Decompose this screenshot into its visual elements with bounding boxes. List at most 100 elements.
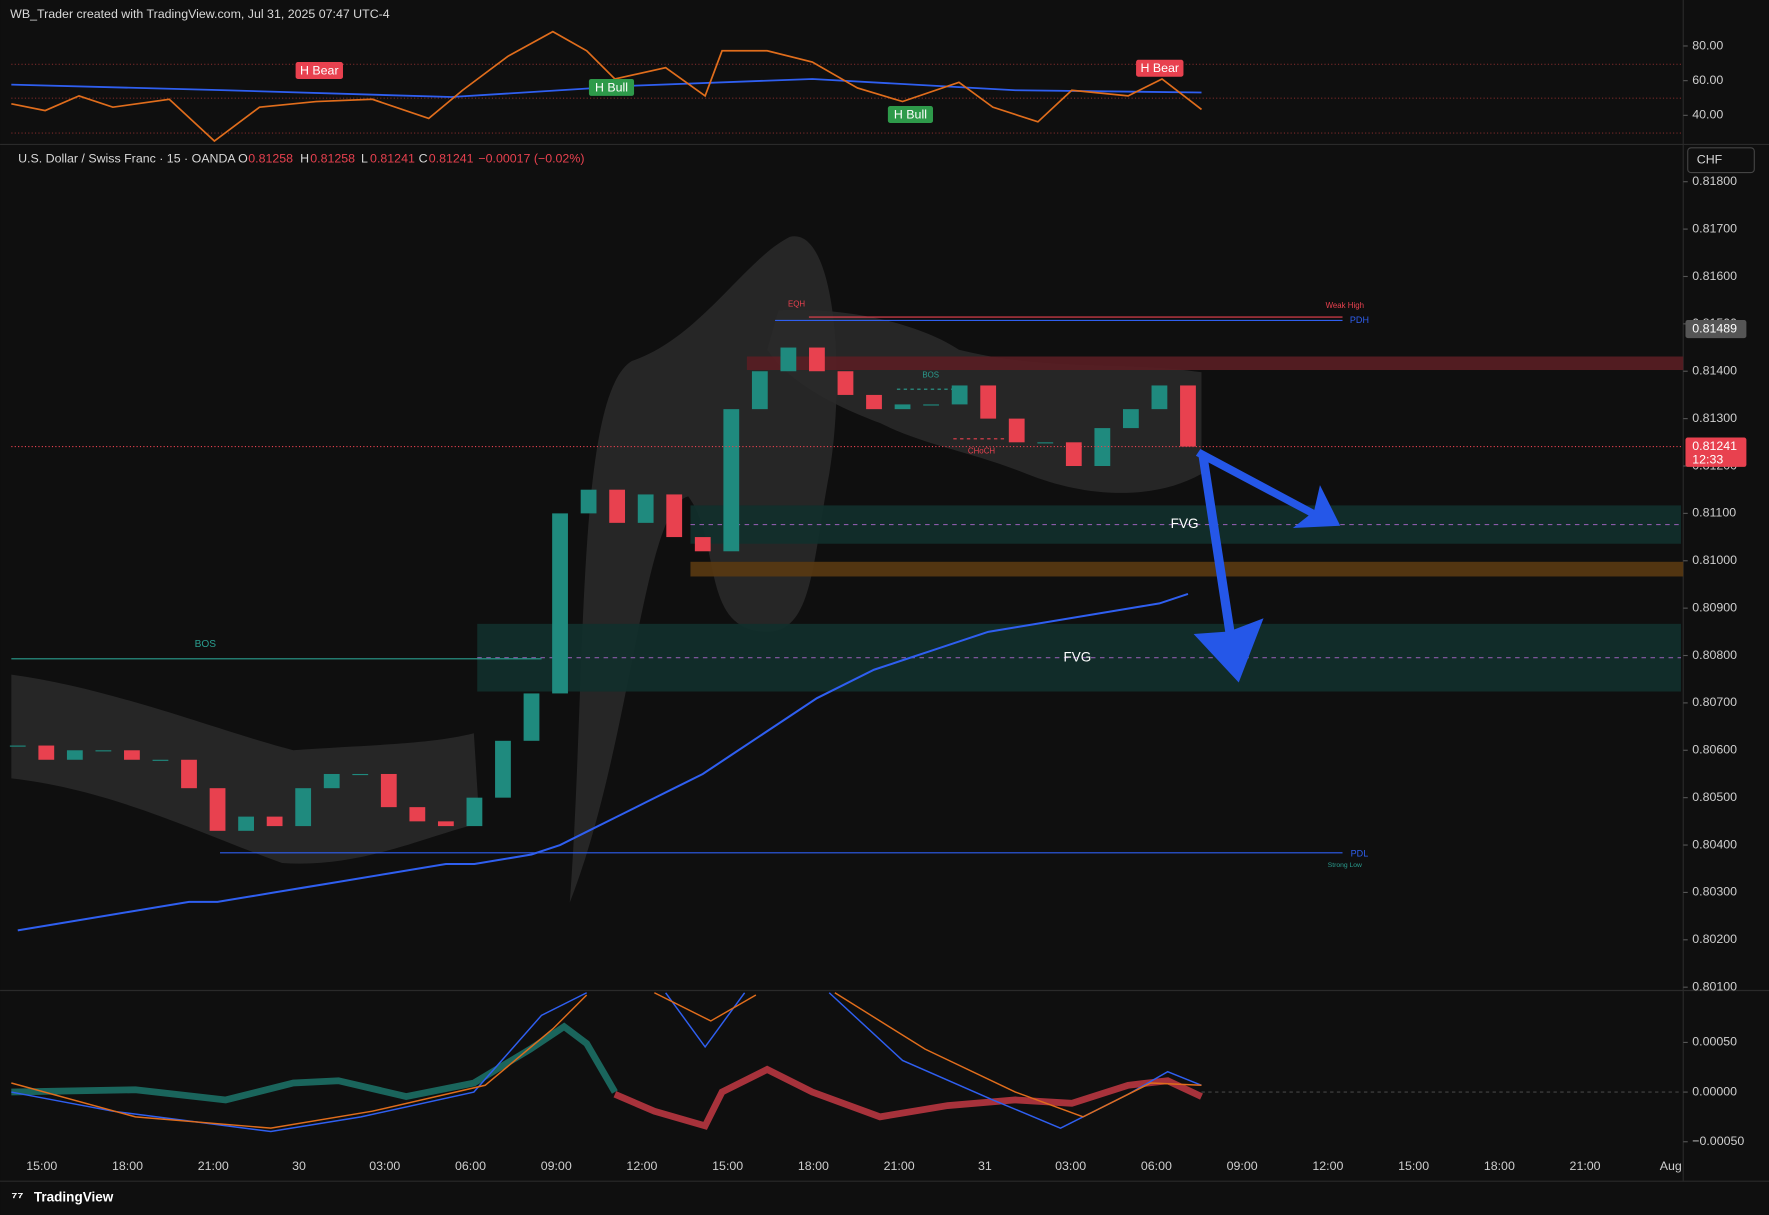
candle bbox=[38, 745, 55, 760]
ohlc-key: C bbox=[419, 151, 428, 165]
candle bbox=[380, 773, 397, 808]
x-tick-label: 21:00 bbox=[1570, 1159, 1601, 1173]
x-tick-label: 09:00 bbox=[1227, 1159, 1258, 1173]
candle bbox=[323, 773, 340, 789]
y-tick-label: 0.80900 bbox=[1692, 600, 1737, 614]
candle bbox=[409, 807, 426, 822]
x-tick-label: 03:00 bbox=[1055, 1159, 1086, 1173]
ema-line bbox=[17, 592, 1189, 932]
candle bbox=[780, 347, 797, 372]
candle bbox=[95, 750, 112, 752]
annotation: BOS bbox=[195, 639, 217, 650]
candle bbox=[495, 740, 511, 798]
price-marks bbox=[9, 347, 1196, 932]
ohlc-value: 0.81258 bbox=[310, 151, 355, 165]
credit: WB_Trader created with TradingView.com, … bbox=[10, 7, 390, 21]
symbol: U.S. Dollar / Swiss Franc · 15 · OANDA bbox=[18, 151, 236, 165]
price-box-label: 0.81489 bbox=[1692, 321, 1737, 335]
x-tick-label: 21:00 bbox=[198, 1159, 229, 1173]
x-tick-label: 31 bbox=[978, 1159, 992, 1173]
y-tick-label: 0.80700 bbox=[1692, 695, 1737, 709]
x-tick-label: 18:00 bbox=[112, 1159, 143, 1173]
y-tick-label: 0.80800 bbox=[1692, 648, 1737, 662]
price-box bbox=[1685, 437, 1747, 467]
macd-histogram bbox=[11, 1022, 618, 1104]
candle bbox=[894, 404, 911, 410]
y-tick-label: 60.00 bbox=[1692, 73, 1723, 87]
annotation: Weak High bbox=[1326, 301, 1364, 310]
y-tick-label: −0.00050 bbox=[1692, 1134, 1744, 1148]
candle bbox=[580, 489, 597, 514]
candle bbox=[866, 394, 882, 410]
x-tick-label: 15:00 bbox=[712, 1159, 743, 1173]
candle bbox=[437, 821, 454, 827]
oscillator-pane: H Bear H Bull H Bull H Bear bbox=[11, 30, 1681, 143]
ohlc-value: 0.81258 bbox=[248, 151, 293, 165]
candle bbox=[66, 750, 83, 760]
x-tick-label: 09:00 bbox=[541, 1159, 572, 1173]
ohlc-key: H bbox=[300, 151, 309, 165]
x-tick-label: 30 bbox=[292, 1159, 306, 1173]
candle bbox=[466, 797, 483, 827]
macd-histogram bbox=[613, 1065, 1203, 1130]
annotation: BOS bbox=[922, 371, 939, 380]
footer: ⁷⁷ TradingView bbox=[11, 1190, 113, 1206]
candle bbox=[1122, 409, 1139, 429]
annotation: EQH bbox=[788, 300, 805, 309]
y-tick-label: 80.00 bbox=[1692, 38, 1723, 52]
symbol-legend: U.S. Dollar / Swiss Franc · 15 · OANDA O… bbox=[18, 151, 584, 165]
candle bbox=[1037, 442, 1054, 444]
x-tick-label: 18:00 bbox=[798, 1159, 829, 1173]
badge bbox=[1136, 59, 1184, 77]
macd-pane bbox=[11, 992, 1681, 1133]
y-tick-label: 0.00050 bbox=[1692, 1035, 1737, 1049]
candle bbox=[1094, 428, 1111, 467]
countdown: 12:33 bbox=[1692, 452, 1723, 466]
arrow bbox=[1195, 448, 1341, 528]
y-tick-label: 0.80400 bbox=[1692, 837, 1737, 851]
candle bbox=[181, 759, 197, 789]
candle bbox=[694, 537, 711, 552]
candle bbox=[152, 759, 169, 761]
badge bbox=[887, 106, 934, 123]
ohlc-key: O bbox=[238, 151, 248, 165]
x-tick-label: 03:00 bbox=[369, 1159, 400, 1173]
signal-line bbox=[11, 992, 1202, 1129]
badge-label: H Bear bbox=[300, 63, 339, 77]
badge-label: H Bull bbox=[894, 107, 927, 121]
x-tick-label: 12:00 bbox=[1312, 1159, 1343, 1173]
candle bbox=[837, 371, 854, 395]
volatility-band bbox=[11, 674, 480, 864]
annotation: FVG bbox=[1171, 516, 1199, 531]
candle bbox=[951, 385, 968, 405]
x-tick-label: 15:00 bbox=[1398, 1159, 1429, 1173]
currency-button[interactable] bbox=[1687, 147, 1755, 174]
candle bbox=[809, 347, 825, 372]
annotation: CHoCH bbox=[968, 446, 995, 455]
y-tick-label: 0.80200 bbox=[1692, 932, 1737, 946]
candle bbox=[1008, 418, 1025, 443]
badge-label: H Bear bbox=[1140, 61, 1179, 75]
brand: TradingView bbox=[34, 1190, 114, 1205]
volatility-band bbox=[569, 236, 837, 903]
price-box-label: 0.81241 bbox=[1692, 439, 1737, 453]
annotation: PDL bbox=[1351, 848, 1369, 858]
y-tick-label: 0.81700 bbox=[1692, 221, 1737, 235]
annotation: FVG bbox=[1064, 649, 1092, 664]
y-tick-label: 40.00 bbox=[1692, 108, 1723, 122]
candle bbox=[923, 404, 939, 406]
badge bbox=[588, 78, 635, 96]
candle bbox=[980, 385, 997, 419]
change: −0.00017 (−0.02%) bbox=[478, 151, 584, 165]
y-tick-label: 0.81300 bbox=[1692, 411, 1737, 425]
y-tick-label: 0.81600 bbox=[1692, 269, 1737, 283]
y-tick-label: 0.80600 bbox=[1692, 743, 1737, 757]
x-tick-label: 12:00 bbox=[626, 1159, 657, 1173]
candle bbox=[1065, 442, 1082, 467]
x-tick-label: 18:00 bbox=[1484, 1159, 1515, 1173]
candle bbox=[723, 409, 740, 552]
x-tick-label: 06:00 bbox=[455, 1159, 486, 1173]
y-tick-label: 0.80500 bbox=[1692, 790, 1737, 804]
